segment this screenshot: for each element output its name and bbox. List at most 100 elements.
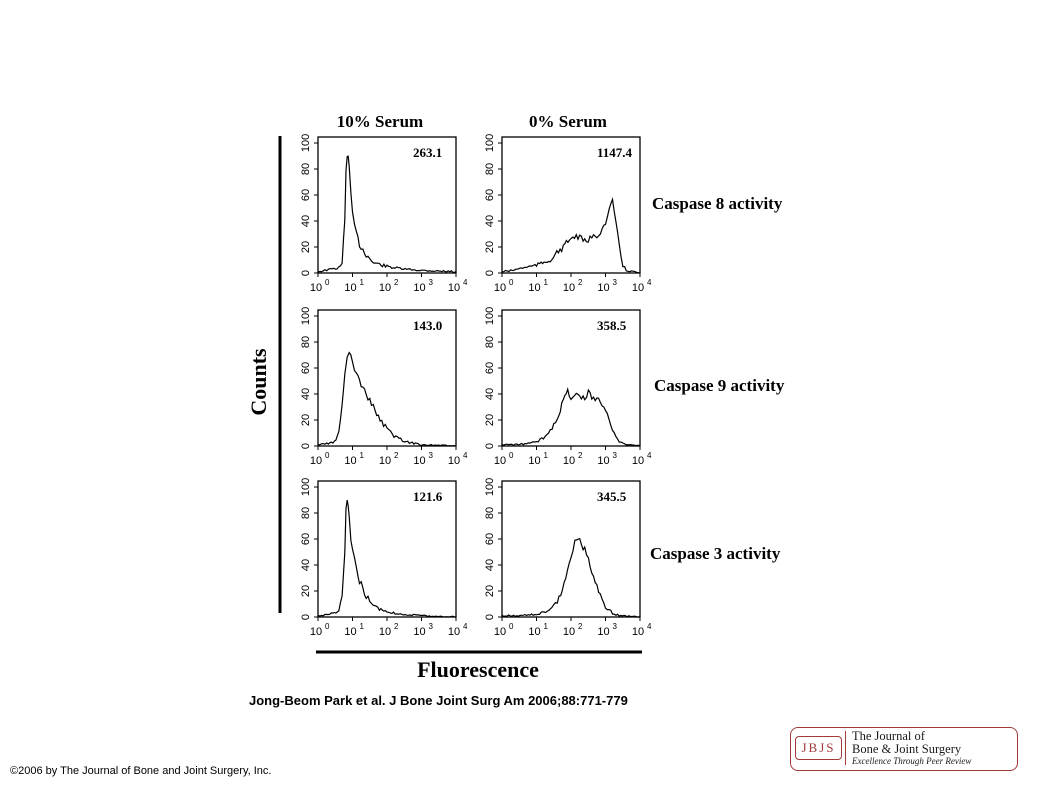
y-tick-label: 40 xyxy=(484,388,496,400)
x-tick-label: 10 xyxy=(494,626,506,638)
y-tick-label: 80 xyxy=(484,163,496,175)
y-tick-label: 20 xyxy=(484,585,496,597)
x-tick-exponent: 3 xyxy=(429,622,434,631)
x-tick-exponent: 2 xyxy=(578,622,583,631)
y-tick-label: 100 xyxy=(300,134,312,152)
x-tick-label: 10 xyxy=(379,455,391,467)
x-axis-label: Fluorescence xyxy=(417,657,539,682)
x-tick-exponent: 3 xyxy=(613,278,618,287)
x-tick-exponent: 0 xyxy=(325,451,330,460)
logo-line-2: Bone & Joint Surgery xyxy=(852,742,962,756)
x-tick-exponent: 3 xyxy=(613,451,618,460)
x-tick-exponent: 2 xyxy=(394,278,399,287)
x-tick-label: 10 xyxy=(344,282,356,294)
column-title-0-serum: 0% Serum xyxy=(529,112,607,131)
x-tick-label: 10 xyxy=(494,282,506,294)
x-tick-label: 10 xyxy=(563,626,575,638)
y-tick-label: 60 xyxy=(300,189,312,201)
y-tick-label: 40 xyxy=(300,559,312,571)
x-tick-exponent: 3 xyxy=(613,622,618,631)
x-tick-label: 10 xyxy=(494,455,506,467)
y-tick-label: 80 xyxy=(300,163,312,175)
x-tick-label: 10 xyxy=(563,455,575,467)
y-tick-label: 100 xyxy=(484,478,496,496)
histogram-curve xyxy=(317,351,457,447)
y-tick-label: 100 xyxy=(300,478,312,496)
y-tick-label: 100 xyxy=(484,307,496,325)
panel-value-label: 121.6 xyxy=(413,489,443,504)
x-tick-label: 10 xyxy=(413,455,425,467)
x-tick-exponent: 0 xyxy=(325,622,330,631)
x-tick-label: 10 xyxy=(528,455,540,467)
y-tick-label: 60 xyxy=(300,362,312,374)
citation: Jong-Beom Park et al. J Bone Joint Surg … xyxy=(249,693,628,708)
x-tick-label: 10 xyxy=(563,282,575,294)
y-tick-label: 60 xyxy=(484,362,496,374)
x-tick-label: 10 xyxy=(632,455,644,467)
y-tick-label: 20 xyxy=(300,414,312,426)
x-tick-exponent: 3 xyxy=(429,451,434,460)
x-tick-label: 10 xyxy=(413,282,425,294)
x-tick-label: 10 xyxy=(528,626,540,638)
histogram-curve xyxy=(501,537,640,618)
y-axis-label: Counts xyxy=(246,348,271,416)
histogram-curve xyxy=(501,386,641,447)
x-tick-label: 10 xyxy=(310,455,322,467)
y-tick-label: 0 xyxy=(484,614,496,620)
histogram-curve xyxy=(317,499,456,618)
x-tick-label: 10 xyxy=(310,282,322,294)
y-tick-label: 0 xyxy=(484,443,496,449)
y-tick-label: 40 xyxy=(484,559,496,571)
x-tick-exponent: 1 xyxy=(360,622,365,631)
x-tick-exponent: 2 xyxy=(394,451,399,460)
x-tick-exponent: 3 xyxy=(429,278,434,287)
x-tick-exponent: 2 xyxy=(578,451,583,460)
x-tick-label: 10 xyxy=(632,626,644,638)
x-tick-exponent: 4 xyxy=(647,451,652,460)
y-tick-label: 80 xyxy=(484,507,496,519)
column-title-10-serum: 10% Serum xyxy=(337,112,423,131)
x-tick-label: 10 xyxy=(632,282,644,294)
x-tick-exponent: 4 xyxy=(463,278,468,287)
logo-frame xyxy=(790,727,1018,771)
y-tick-label: 20 xyxy=(484,241,496,253)
x-tick-exponent: 2 xyxy=(578,278,583,287)
x-tick-exponent: 4 xyxy=(647,622,652,631)
panel-value-label: 358.5 xyxy=(597,318,627,333)
panel-value-label: 143.0 xyxy=(413,318,442,333)
x-tick-label: 10 xyxy=(448,455,460,467)
x-tick-label: 10 xyxy=(344,455,356,467)
x-tick-exponent: 1 xyxy=(360,278,365,287)
y-tick-label: 100 xyxy=(484,134,496,152)
x-tick-label: 10 xyxy=(448,626,460,638)
logo-line-1: The Journal of xyxy=(852,729,925,743)
x-tick-exponent: 4 xyxy=(463,622,468,631)
x-tick-label: 10 xyxy=(597,455,609,467)
y-tick-label: 60 xyxy=(484,189,496,201)
x-tick-exponent: 4 xyxy=(647,278,652,287)
y-tick-label: 40 xyxy=(484,215,496,227)
y-tick-label: 40 xyxy=(300,215,312,227)
y-tick-label: 100 xyxy=(300,307,312,325)
y-tick-label: 80 xyxy=(484,336,496,348)
y-tick-label: 60 xyxy=(300,533,312,545)
y-tick-label: 0 xyxy=(300,614,312,620)
y-tick-label: 80 xyxy=(300,507,312,519)
histogram-curve xyxy=(317,155,457,273)
x-tick-exponent: 4 xyxy=(463,451,468,460)
x-tick-label: 10 xyxy=(597,282,609,294)
x-tick-exponent: 1 xyxy=(544,451,549,460)
x-tick-exponent: 1 xyxy=(544,622,549,631)
x-tick-label: 10 xyxy=(344,626,356,638)
x-tick-label: 10 xyxy=(597,626,609,638)
panel-value-label: 345.5 xyxy=(597,489,627,504)
x-tick-label: 10 xyxy=(448,282,460,294)
histogram-curve xyxy=(501,197,641,274)
row-title-caspase-8: Caspase 8 activity xyxy=(652,194,783,213)
